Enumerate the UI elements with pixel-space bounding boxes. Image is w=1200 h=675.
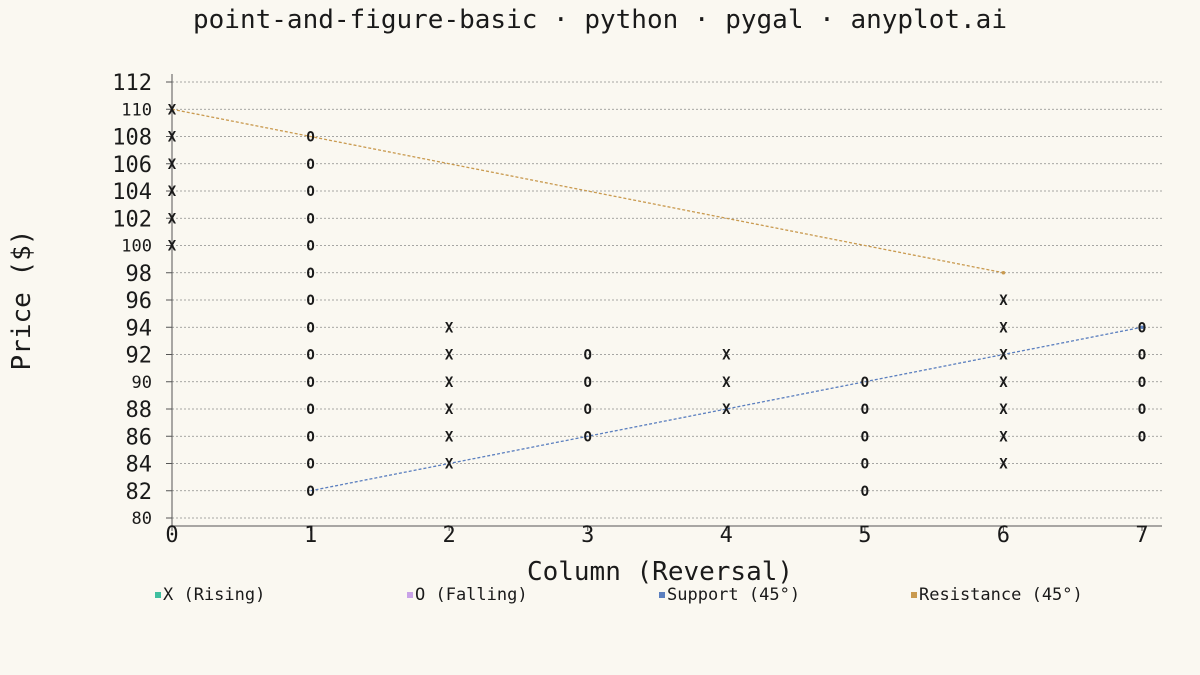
o-mark: O (1138, 429, 1146, 445)
x-tick-label: 3 (581, 523, 594, 548)
o-mark: O (861, 484, 869, 500)
x-tick-label: 4 (720, 523, 733, 548)
legend-swatch (155, 592, 161, 598)
o-mark: O (306, 184, 314, 200)
x-tick-label: 7 (1135, 523, 1148, 548)
trend-lines (171, 108, 1144, 492)
o-mark: O (306, 402, 314, 418)
x-mark: X (722, 348, 731, 364)
o-mark: O (1138, 402, 1146, 418)
o-mark: O (583, 402, 591, 418)
x-mark: X (445, 348, 454, 364)
o-mark: O (861, 457, 869, 473)
x-tick-label: 1 (304, 523, 317, 548)
y-tick-label: 88 (126, 398, 153, 423)
o-mark: O (306, 239, 314, 255)
y-tick-label: 106 (112, 153, 152, 178)
y-tick-label: 104 (112, 180, 152, 205)
y-axis-title: Price ($) (7, 230, 37, 371)
o-mark: O (306, 157, 314, 173)
o-mark: O (306, 429, 314, 445)
o-mark: O (861, 402, 869, 418)
o-mark: O (583, 348, 591, 364)
o-mark: O (861, 429, 869, 445)
o-mark: O (306, 484, 314, 500)
trend-line-endpoint (1001, 270, 1006, 275)
legend-label: O (Falling) (415, 585, 528, 605)
legend-label: Support (45°) (667, 585, 800, 605)
y-tick-label: 100 (121, 237, 152, 257)
grid-lines (166, 81, 1162, 519)
x-mark: X (168, 211, 177, 227)
y-tick-label: 86 (126, 425, 153, 450)
o-mark: O (306, 457, 314, 473)
x-mark: X (999, 375, 1008, 391)
y-tick-label: 80 (132, 509, 152, 529)
x-axis-title: Column (Reversal) (527, 557, 793, 587)
x-mark: X (999, 457, 1008, 473)
x-mark: X (168, 184, 177, 200)
x-mark: X (445, 402, 454, 418)
y-tick-label: 98 (126, 262, 153, 287)
chart-title: point-and-figure-basic · python · pygal … (193, 5, 1007, 35)
x-tick-labels: 0 1 2 3 4 5 6 7 (165, 523, 1148, 548)
x-mark: X (999, 320, 1008, 336)
x-mark: X (999, 402, 1008, 418)
x-mark: X (722, 375, 731, 391)
x-mark: X (168, 239, 177, 255)
o-mark: O (861, 375, 869, 391)
o-mark: O (1138, 348, 1146, 364)
x-tick-label: 5 (858, 523, 871, 548)
pnf-marks: XXXXXXXXXXXXXXXXXXXXXXOOOOOOOOOOOOOOOOOO… (168, 102, 1146, 500)
y-tick-label: 108 (112, 126, 152, 151)
legend-label: Resistance (45°) (919, 585, 1083, 605)
y-tick-label: 102 (112, 207, 152, 232)
legend-swatch (407, 592, 413, 598)
legend-label: X (Rising) (163, 585, 265, 605)
x-mark: X (999, 348, 1008, 364)
x-mark: X (168, 157, 177, 173)
x-mark: X (999, 429, 1008, 445)
x-mark: X (445, 375, 454, 391)
x-mark: X (168, 130, 177, 146)
o-mark: O (1138, 320, 1146, 336)
x-mark: X (445, 429, 454, 445)
trend-line-endpoint (1140, 325, 1144, 330)
y-tick-label: 82 (126, 480, 153, 505)
x-tick-label: 2 (443, 523, 456, 548)
x-mark: X (445, 320, 454, 336)
trend-line (310, 326, 1143, 492)
x-tick-label: 6 (997, 523, 1010, 548)
legend-swatch (659, 592, 665, 598)
y-tick-label: 110 (121, 100, 152, 120)
y-tick-label: 84 (126, 453, 153, 478)
o-mark: O (306, 211, 314, 227)
o-mark: O (306, 348, 314, 364)
o-mark: O (306, 375, 314, 391)
x-mark: X (722, 402, 731, 418)
o-mark: O (583, 429, 591, 445)
y-tick-label: 92 (126, 344, 153, 369)
y-tick-label: 94 (126, 316, 153, 341)
y-tick-label: 90 (132, 373, 152, 393)
y-tick-label: 112 (112, 71, 152, 96)
trend-line (171, 108, 1004, 274)
y-tick-label: 96 (126, 289, 153, 314)
o-mark: O (306, 130, 314, 146)
o-mark: O (306, 266, 314, 282)
legend: X (Rising) O (Falling) Support (45°) Resist… (155, 585, 1083, 605)
o-mark: O (306, 320, 314, 336)
x-mark: X (168, 102, 177, 118)
x-mark: X (999, 293, 1008, 309)
x-tick-label: 0 (165, 523, 178, 548)
o-mark: O (583, 375, 591, 391)
o-mark: O (1138, 375, 1146, 391)
legend-swatch (911, 592, 917, 598)
axes (171, 74, 1162, 527)
y-tick-labels: 8082848688909294969810010210410610811011… (112, 71, 152, 529)
o-mark: O (306, 293, 314, 309)
x-mark: X (445, 457, 454, 473)
